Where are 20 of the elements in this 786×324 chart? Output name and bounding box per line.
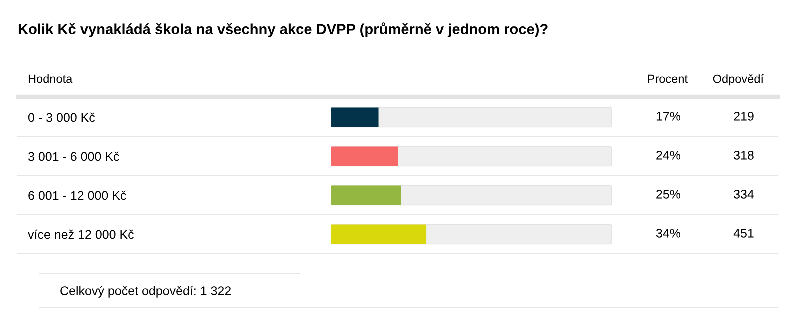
data-label: 17% bbox=[656, 112, 681, 121]
y-tick-label: více než 12 000 Kč bbox=[28, 230, 134, 240]
y-axis-title: Hodnota bbox=[28, 74, 73, 84]
text: 451 bbox=[734, 229, 754, 238]
bar bbox=[331, 186, 402, 206]
data-label: 24% bbox=[656, 151, 681, 160]
y-tick-label: 3 001 - 6 000 Kč bbox=[28, 152, 120, 162]
data-label: 25% bbox=[656, 190, 681, 199]
bar bbox=[331, 108, 379, 128]
y-tick-label: 6 001 - 12 000 Kč bbox=[28, 190, 126, 200]
bar bbox=[331, 146, 398, 166]
text: Odpovědí bbox=[713, 74, 764, 86]
y-tick-label: 0 - 3 000 Kč bbox=[28, 112, 96, 122]
text: 219 bbox=[734, 112, 754, 121]
text: Celkový počet odpovědí: 1 322 bbox=[60, 286, 232, 298]
text: 334 bbox=[734, 190, 754, 199]
chart-title: Kolik Kč vynakládá škola na všechny akce DVPP (průměrně v jednom roce)? bbox=[18, 22, 548, 38]
data-label: 34% bbox=[656, 229, 681, 238]
text: 318 bbox=[734, 151, 754, 160]
x-axis-title: Procent bbox=[648, 74, 688, 84]
